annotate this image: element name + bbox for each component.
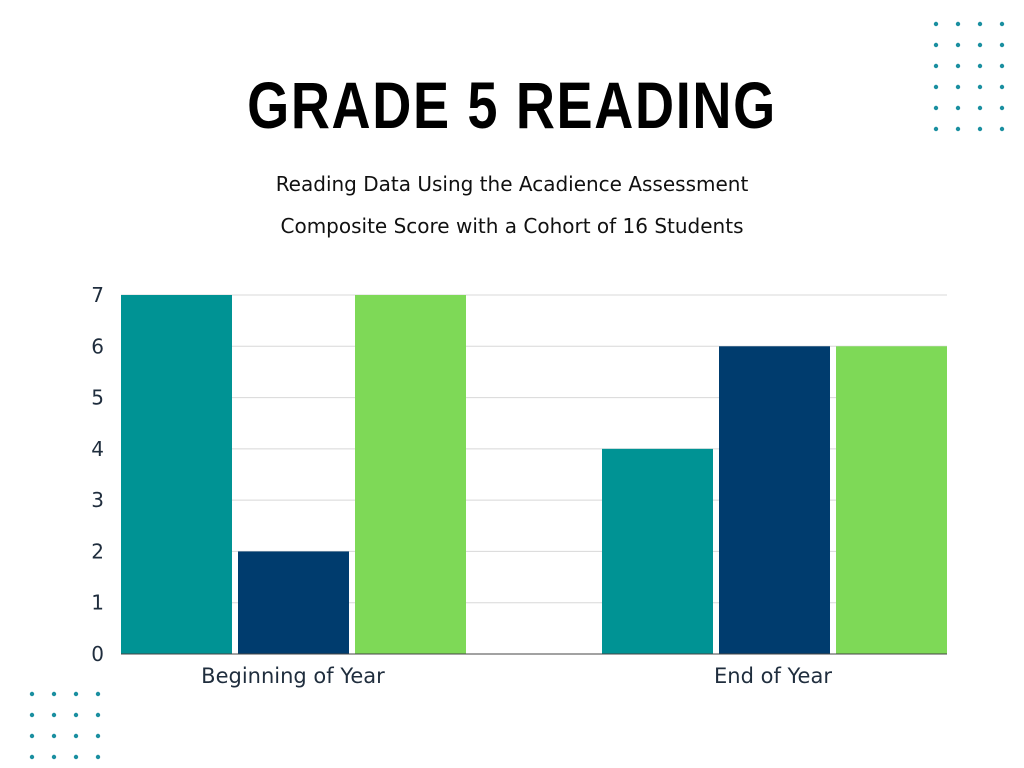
bars: [121, 295, 947, 654]
decorative-dot: [977, 42, 983, 48]
decorative-dot: [95, 733, 101, 739]
x-category-label: Beginning of Year: [201, 664, 385, 688]
decorative-dot: [955, 126, 961, 132]
decorative-dot: [933, 63, 939, 69]
decorative-dot: [933, 126, 939, 132]
decorative-dot: [955, 84, 961, 90]
decorative-dot: [977, 84, 983, 90]
decorative-dot: [95, 712, 101, 718]
y-tick-label: 7: [91, 283, 104, 307]
decorative-dot: [73, 754, 79, 760]
chart-title: GRADE 5 READING: [247, 68, 777, 142]
decorative-dot: [933, 42, 939, 48]
y-tick-label: 6: [91, 334, 104, 358]
decorative-dot: [29, 733, 35, 739]
decorative-dot: [955, 42, 961, 48]
y-tick-label: 5: [91, 386, 104, 410]
y-tick-label: 3: [91, 488, 104, 512]
y-tick-label: 2: [91, 539, 104, 563]
decorative-dot: [977, 105, 983, 111]
decorative-dot: [999, 84, 1005, 90]
decorative-dot: [955, 63, 961, 69]
bar-beginning-series-2: [238, 551, 349, 654]
decorative-dot: [933, 21, 939, 27]
decorative-dot: [977, 126, 983, 132]
decorative-dot-grid-bottom-left: [29, 691, 101, 760]
y-tick-label: 1: [91, 591, 104, 615]
decorative-dot: [73, 691, 79, 697]
decorative-dot: [933, 84, 939, 90]
bar-end-series-1: [602, 448, 713, 654]
decorative-dot: [999, 21, 1005, 27]
x-category-label: End of Year: [714, 664, 832, 688]
chart-subtitle-line-2: Composite Score with a Cohort of 16 Stud…: [280, 214, 744, 238]
decorative-dot: [999, 105, 1005, 111]
decorative-dot: [29, 712, 35, 718]
decorative-dot: [73, 733, 79, 739]
axes: 0 1 2 3 4 5 6 7 Beginning of Year End of Year: [91, 283, 947, 688]
bar-beginning-series-1: [121, 295, 232, 654]
decorative-dot: [51, 712, 57, 718]
decorative-dot: [95, 691, 101, 697]
decorative-dot: [955, 105, 961, 111]
y-tick-label: 0: [91, 642, 104, 666]
y-tick-label: 4: [91, 437, 104, 461]
decorative-dot: [999, 63, 1005, 69]
decorative-dot: [999, 126, 1005, 132]
decorative-dot: [29, 691, 35, 697]
bar-end-series-2: [719, 346, 830, 654]
decorative-dot-grid-top-right: [933, 21, 1005, 132]
decorative-dot: [51, 733, 57, 739]
chart-subtitle-line-1: Reading Data Using the Acadience Assessm…: [275, 172, 749, 196]
decorative-dot: [29, 754, 35, 760]
decorative-dot: [955, 21, 961, 27]
decorative-dot: [977, 21, 983, 27]
decorative-dot: [999, 42, 1005, 48]
bar-beginning-series-3: [355, 295, 466, 654]
decorative-dot: [51, 691, 57, 697]
decorative-dot: [51, 754, 57, 760]
decorative-dot: [73, 712, 79, 718]
decorative-dot: [977, 63, 983, 69]
decorative-dot: [933, 105, 939, 111]
decorative-dot: [95, 754, 101, 760]
bar-end-series-3: [836, 346, 947, 654]
